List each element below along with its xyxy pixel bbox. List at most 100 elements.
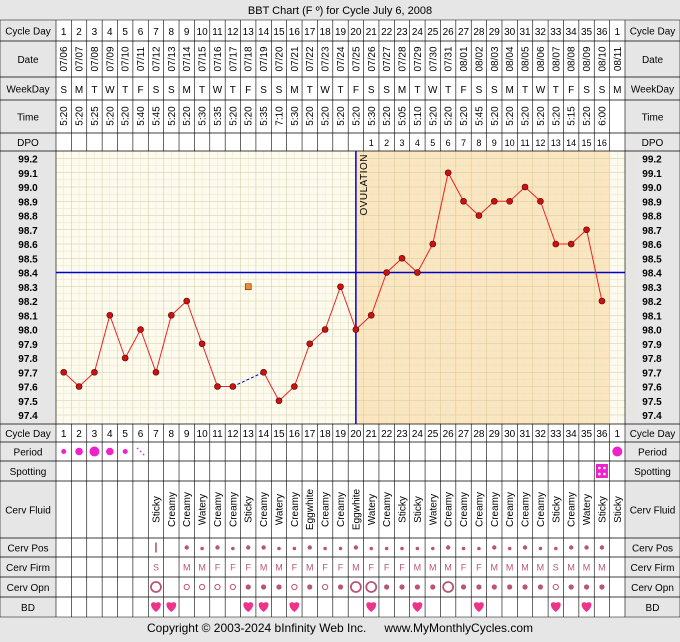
spotting-dot bbox=[598, 466, 601, 470]
temperature-point bbox=[60, 368, 67, 376]
cerv-opn-medium-icon bbox=[399, 584, 405, 590]
cerv-opn-medium-icon bbox=[276, 584, 282, 590]
cerv-pos-medium-icon bbox=[492, 545, 497, 550]
period-light-icon bbox=[61, 449, 67, 454]
weekday-label: W bbox=[105, 85, 115, 96]
date-label: 07/10 bbox=[121, 46, 132, 71]
cerv-pos-low-icon bbox=[292, 546, 297, 551]
cycle-day-label: 4 bbox=[107, 27, 113, 38]
cerv-pos-medium-icon bbox=[522, 545, 528, 550]
temperature-segment bbox=[186, 300, 203, 344]
time-label: 5:10 bbox=[413, 106, 424, 126]
weekday-label: M bbox=[75, 85, 83, 96]
time-label: 5:20 bbox=[167, 106, 178, 126]
date-label: 08/10 bbox=[597, 46, 608, 71]
cycle-day-label-bottom: 20 bbox=[350, 429, 362, 440]
date-label: 07/31 bbox=[444, 46, 455, 71]
y-tick-label-left: 99.0 bbox=[18, 183, 38, 194]
cycle-day-label: 35 bbox=[581, 27, 593, 38]
cerv-fluid-label: Watery bbox=[198, 494, 209, 525]
row-label-right-time: Time bbox=[642, 113, 664, 124]
dpo-label: 3 bbox=[400, 138, 405, 148]
cycle-day-label: 16 bbox=[289, 27, 301, 38]
weekday-label: W bbox=[213, 85, 223, 96]
row-label-right-wday: WeekDay bbox=[631, 85, 674, 96]
temperature-point bbox=[291, 383, 298, 390]
time-label: 5:20 bbox=[121, 106, 132, 126]
footer-text: Copyright © 2003-2024 bInfinity Web Inc.… bbox=[147, 621, 533, 635]
cerv-firm-label: F bbox=[245, 563, 251, 573]
cerv-opn-medium-icon bbox=[261, 584, 267, 590]
bd-heart-icon bbox=[243, 602, 254, 612]
period-medium-icon bbox=[106, 447, 114, 456]
cerv-fluid-label: Sticky bbox=[597, 496, 608, 523]
cycle-day-label: 33 bbox=[550, 27, 562, 38]
cerv-pos-low-icon bbox=[384, 546, 389, 551]
cerv-firm-label: F bbox=[215, 563, 221, 573]
temperature-segment bbox=[524, 186, 541, 202]
temperature-point bbox=[321, 326, 329, 333]
spotting-dot bbox=[598, 472, 601, 476]
dpo-label: 16 bbox=[597, 138, 607, 148]
cycle-day-label: 25 bbox=[427, 27, 439, 38]
cycle-day-label-bottom: 11 bbox=[212, 429, 223, 440]
cerv-fluid-label: Creamy bbox=[336, 492, 347, 527]
cerv-fluid-label: Creamy bbox=[182, 492, 193, 527]
cerv-opn-small-icon bbox=[214, 583, 221, 591]
time-label: 5:20 bbox=[582, 106, 593, 126]
cycle-day-label-bottom: 18 bbox=[320, 429, 332, 440]
cycle-day-label: 22 bbox=[381, 27, 393, 38]
time-label: 5:45 bbox=[474, 106, 485, 126]
weekday-label: T bbox=[445, 85, 451, 96]
y-tick-label-right: 98.7 bbox=[642, 226, 662, 237]
weekday-label: T bbox=[91, 85, 97, 96]
temperature-segment bbox=[447, 172, 464, 202]
cerv-opn-medium-icon bbox=[337, 584, 344, 590]
cycle-day-label-bottom: 10 bbox=[197, 429, 209, 440]
date-label: 08/08 bbox=[567, 46, 578, 71]
cycle-day-label: 14 bbox=[258, 27, 270, 38]
cerv-fluid-label: Sticky bbox=[551, 496, 562, 523]
weekday-label: F bbox=[353, 85, 359, 96]
temperature-point bbox=[137, 326, 144, 333]
time-label: 5:20 bbox=[182, 106, 193, 126]
cerv-fluid-label: Creamy bbox=[167, 492, 178, 527]
cerv-firm-label: F bbox=[461, 563, 467, 573]
weekday-label: F bbox=[245, 85, 251, 96]
time-label: 5:20 bbox=[351, 106, 362, 126]
date-label: 07/30 bbox=[428, 46, 439, 71]
cycle-day-label-bottom: 22 bbox=[381, 429, 393, 440]
cerv-opn-medium-icon bbox=[307, 584, 313, 590]
date-label: 08/02 bbox=[474, 46, 485, 71]
cycle-day-label-bottom: 1 bbox=[61, 429, 67, 440]
y-tick-label-left: 97.9 bbox=[18, 340, 38, 351]
cerv-fluid-label: Creamy bbox=[321, 492, 332, 527]
cycle-day-label: 12 bbox=[227, 27, 239, 38]
row-label-right-cday2: Cycle Day bbox=[630, 429, 676, 440]
cycle-day-label: 36 bbox=[596, 27, 608, 38]
y-tick-label-right: 99.0 bbox=[642, 183, 662, 194]
cerv-firm-label: M bbox=[429, 563, 437, 573]
dpo-label: 11 bbox=[520, 138, 529, 148]
temperature-point bbox=[521, 183, 529, 191]
dpo-label: 12 bbox=[535, 138, 545, 148]
temperature-series bbox=[60, 169, 606, 405]
cerv-pos-high-icon bbox=[155, 542, 157, 553]
cycle-day-label: 8 bbox=[169, 27, 175, 38]
time-label: 5:20 bbox=[459, 106, 470, 126]
cerv-firm-label: M bbox=[352, 563, 360, 573]
temperature-point bbox=[398, 254, 406, 262]
temperature-point bbox=[490, 197, 498, 205]
row-label-right-fluid: Cerv Fluid bbox=[630, 506, 676, 517]
y-tick-label-left: 97.7 bbox=[18, 368, 38, 379]
cycle-day-label-bottom: 2 bbox=[76, 429, 82, 440]
cycle-day-label-bottom: 35 bbox=[581, 429, 593, 440]
chart-title: BBT Chart (F º) for Cycle July 6, 2008 bbox=[248, 5, 432, 17]
temperature-point bbox=[567, 240, 575, 248]
cerv-pos-low-icon bbox=[369, 546, 374, 551]
date-label: 07/20 bbox=[274, 46, 285, 71]
temperature-segment bbox=[63, 371, 80, 387]
y-tick-label-right: 97.5 bbox=[642, 397, 662, 408]
cerv-pos-low-icon bbox=[430, 546, 435, 551]
